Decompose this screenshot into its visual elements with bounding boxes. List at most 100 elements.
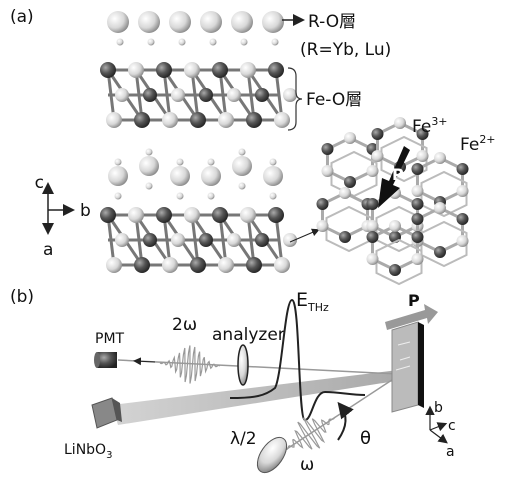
fe2-atom	[339, 231, 351, 243]
layer-label: R-O層	[308, 12, 356, 32]
crystal-structure	[100, 11, 297, 273]
axes: c b a	[35, 173, 91, 260]
r-atom	[240, 207, 256, 223]
fe2-atom	[457, 213, 469, 225]
thz-symbol: E	[296, 289, 308, 311]
detector-label: PMT	[95, 331, 125, 347]
figure: (a) R-O層 (R=Yb, Lu) Fe-O層 c b a P Fe3+ F…	[0, 0, 505, 484]
r-atom	[128, 62, 144, 78]
fe-atom	[156, 207, 172, 223]
fe-atom	[246, 257, 262, 273]
fe-atom	[156, 62, 172, 78]
fe-atom	[143, 233, 157, 247]
layer-note: (R=Yb, Lu)	[300, 40, 391, 60]
r-atom	[200, 11, 222, 33]
fe3-atom	[411, 185, 423, 197]
r-atom	[171, 233, 185, 247]
waveplate	[252, 432, 293, 477]
r-atom	[283, 88, 297, 102]
fe2-atom	[366, 231, 378, 243]
thz-beam	[112, 370, 402, 425]
r-atom	[232, 156, 252, 176]
fe3-atom	[367, 165, 379, 177]
r-atom	[139, 156, 159, 176]
panel-label: (a)	[10, 7, 34, 27]
fe3-atom	[389, 220, 401, 232]
fe3-atom	[321, 165, 333, 177]
fe-atom	[255, 88, 269, 102]
angle-arrow	[338, 405, 346, 440]
r-atom	[210, 39, 217, 46]
fe-atom	[199, 233, 213, 247]
source-subscript: 3	[106, 450, 112, 461]
fe-atom	[100, 62, 116, 78]
r-atom	[177, 159, 184, 166]
fe-atom	[134, 257, 150, 273]
sample-edge	[418, 322, 424, 408]
ion-charge: 2+	[479, 133, 495, 146]
fe3-atom	[366, 253, 378, 265]
r-atom	[128, 207, 144, 223]
fe3-atom	[434, 202, 446, 214]
fe-atom	[255, 233, 269, 247]
r-atom	[162, 112, 178, 128]
fe-atom	[212, 62, 228, 78]
fe3-atom	[394, 117, 406, 129]
fe-atom	[199, 88, 213, 102]
axis-label: c	[448, 418, 456, 434]
r-atom	[148, 39, 155, 46]
fe2-atom	[412, 198, 424, 210]
fe-atom	[246, 112, 262, 128]
fe2-atom	[389, 264, 401, 276]
r-atom	[138, 11, 160, 33]
panel-label: (b)	[10, 287, 34, 307]
r-atom	[177, 193, 184, 200]
r-atom	[146, 149, 153, 156]
fe3-atom	[366, 220, 378, 232]
fe3-atom	[371, 150, 383, 162]
fe3-atom	[339, 187, 351, 199]
r-atom	[201, 166, 221, 186]
analyzer-label: analyzer	[212, 325, 285, 345]
hex-cell	[327, 138, 372, 182]
r-atom	[184, 62, 200, 78]
r-atom	[272, 39, 279, 46]
r-atom	[270, 193, 277, 200]
r-atom	[208, 159, 215, 166]
r-atom	[170, 166, 190, 186]
fe2-atom	[411, 163, 423, 175]
r-atom	[169, 11, 191, 33]
r-atom	[106, 257, 122, 273]
fe3-atom	[344, 132, 356, 144]
axis-label: b	[80, 201, 91, 221]
fe3-atom	[457, 185, 469, 197]
fe-atom	[190, 112, 206, 128]
sh-label: 2ω	[172, 315, 197, 335]
r-atom	[106, 112, 122, 128]
r-atom	[115, 88, 129, 102]
ion-symbol: Fe	[460, 135, 479, 155]
r-atom	[179, 39, 186, 46]
axis-label: a	[446, 444, 455, 460]
hex-cell	[417, 158, 462, 202]
fe2-atom	[411, 213, 423, 225]
fe-atom	[268, 207, 284, 223]
fe-atom	[100, 207, 116, 223]
fe-atom	[190, 257, 206, 273]
r-atom	[115, 159, 122, 166]
hexagonal-inset	[316, 117, 468, 284]
r-atom	[227, 233, 241, 247]
r-atom	[274, 257, 290, 273]
axes: b c a	[430, 400, 456, 460]
waveplate-label: λ/2	[230, 429, 257, 449]
fe2-atom	[371, 128, 383, 140]
layer-label: Fe-O層	[306, 90, 362, 110]
polarization-label: P	[408, 291, 420, 310]
r-atom	[218, 112, 234, 128]
r-atom	[146, 183, 153, 190]
r-atom	[239, 183, 246, 190]
ion-charge: 3+	[431, 115, 447, 128]
fe2-atom	[457, 163, 469, 175]
fe-atom	[268, 62, 284, 78]
analyzer	[238, 345, 248, 385]
